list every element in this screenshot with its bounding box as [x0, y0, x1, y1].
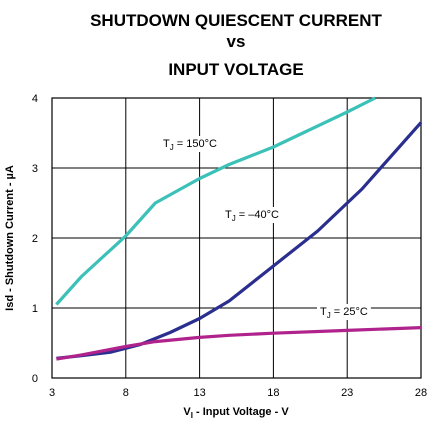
line: [56, 326, 422, 361]
annotation-rest: = –40°C: [236, 209, 279, 221]
chart-title: INPUT VOLTAGE: [168, 60, 303, 79]
x-tick-label: 23: [341, 387, 353, 399]
y-tick-label: 3: [32, 163, 38, 175]
annotation-rest: = 25°C: [331, 306, 368, 318]
x-tick-label: 13: [193, 387, 205, 399]
y-tick-label: 1: [32, 303, 38, 315]
x-tick-label: 8: [123, 387, 129, 399]
annotation: TJ = 150°C: [163, 138, 217, 152]
x-axis-label-rest: - Input Voltage - V: [193, 406, 289, 418]
chart-title: vs: [227, 32, 246, 51]
plot-border: [51, 97, 422, 379]
annotation-main: T: [225, 209, 232, 221]
annotation-main: T: [163, 138, 170, 150]
x-axis-label-sub: I: [191, 411, 193, 420]
x-axis-label-main: V: [183, 406, 191, 418]
x-axis-label: VI - Input Voltage - V: [183, 406, 289, 420]
y-tick-label: 0: [32, 373, 38, 385]
x-tick-label: 18: [267, 387, 279, 399]
annotation-main: T: [320, 306, 327, 318]
annotation-background: [160, 136, 220, 152]
annotation-rest: = 150°C: [174, 138, 217, 150]
line: [55, 96, 376, 306]
annotation: TJ = 25°C: [320, 306, 368, 320]
x-tick-label: 3: [49, 387, 55, 399]
annotation-sub: J: [232, 214, 236, 223]
y-tick-label: 2: [32, 233, 38, 245]
line: [56, 121, 423, 360]
annotation-sub: J: [170, 143, 174, 152]
x-tick-label: 28: [415, 387, 427, 399]
y-axis-label: Isd - Shutdown Current - µA: [4, 165, 16, 311]
annotation: TJ = –40°C: [225, 209, 279, 223]
chart-title: SHUTDOWN QUIESCENT CURRENT: [90, 11, 382, 30]
annotation-background: [222, 207, 282, 223]
annotation-sub: J: [327, 311, 331, 320]
y-tick-label: 4: [32, 93, 38, 105]
annotation-background: [317, 304, 371, 320]
